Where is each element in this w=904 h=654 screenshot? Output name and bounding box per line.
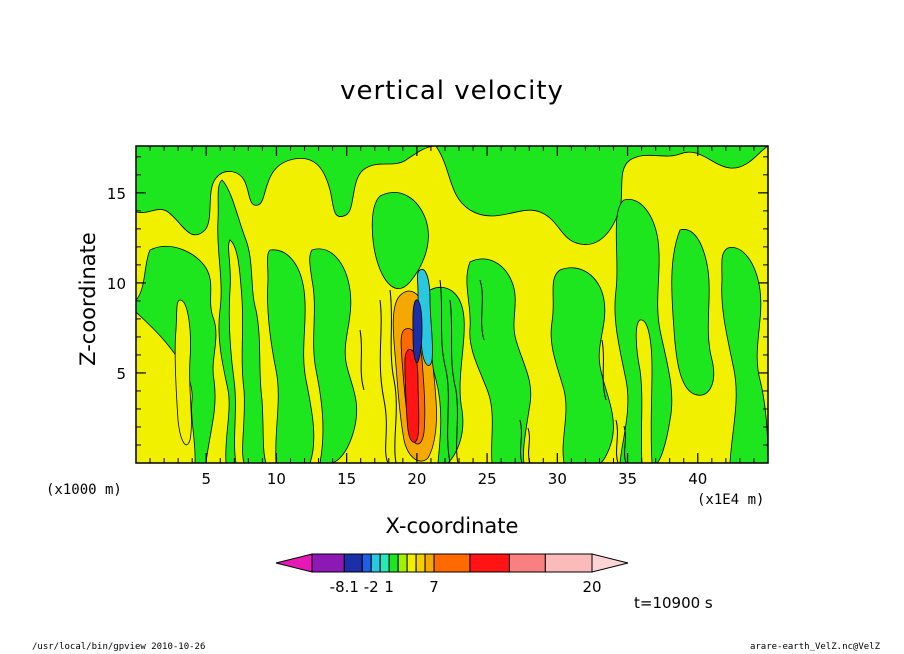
colorbar-label: 20 bbox=[582, 578, 601, 596]
green-region bbox=[136, 146, 437, 236]
colorbar-swatch bbox=[388, 553, 399, 573]
x-tick-label: 5 bbox=[201, 470, 211, 488]
y-tick-label: 5 bbox=[116, 365, 126, 383]
axes: 5 10 15 20 25 30 35 40 5 10 15 bbox=[107, 145, 769, 488]
x-tick-label: 40 bbox=[688, 470, 707, 488]
green-region bbox=[466, 258, 532, 463]
colorbar-swatch bbox=[397, 553, 408, 573]
colorbar-swatch bbox=[433, 553, 471, 573]
x-unit-secondary: (x1E4 m) bbox=[697, 492, 765, 508]
colorbar-label: -2 bbox=[364, 578, 379, 596]
contour-line bbox=[601, 339, 607, 401]
footer-source: /usr/local/bin/gpview 2010-10-26 bbox=[32, 642, 206, 652]
contour-line bbox=[479, 279, 485, 341]
y-axis-label: Z-coordinate bbox=[76, 232, 100, 366]
x-tick-label: 30 bbox=[548, 470, 567, 488]
contour-line bbox=[623, 425, 627, 463]
contour-line bbox=[389, 289, 397, 463]
green-region bbox=[671, 229, 715, 396]
contour-line bbox=[439, 279, 451, 463]
x-tick-label: 15 bbox=[337, 470, 356, 488]
yellow-region bbox=[174, 299, 192, 446]
colorbar-swatch bbox=[361, 553, 372, 573]
colorbar-swatch bbox=[343, 553, 363, 573]
green-region bbox=[550, 267, 614, 463]
x-tick-label: 20 bbox=[407, 470, 426, 488]
contour-regions bbox=[136, 146, 768, 463]
contour-line bbox=[359, 329, 365, 391]
x-axis-label: X-coordinate bbox=[385, 514, 519, 538]
plot-frame bbox=[135, 145, 769, 464]
chart-title: vertical velocity bbox=[340, 76, 564, 106]
colorbar-label: -8.1 bbox=[330, 578, 359, 596]
green-region bbox=[309, 248, 358, 463]
colorbar-label: 1 bbox=[384, 578, 394, 596]
yellow-region bbox=[228, 239, 245, 463]
colorbar-swatch bbox=[311, 553, 345, 573]
green-region bbox=[721, 247, 768, 463]
colorbar-swatch bbox=[424, 553, 435, 573]
colorbar-swatch bbox=[379, 553, 390, 573]
time-annotation: t=10900 s bbox=[634, 594, 713, 612]
colorbar-low-triangle bbox=[275, 553, 313, 573]
colorbar-swatch bbox=[370, 553, 381, 573]
updraft-blue bbox=[412, 299, 423, 364]
footer-variable: arare-earth_VelZ.nc@VelZ bbox=[749, 642, 880, 652]
contour-line bbox=[519, 419, 523, 463]
colorbar-swatch bbox=[469, 553, 510, 573]
colorbar: -8.1 -2 1 7 20 bbox=[275, 553, 629, 596]
colorbar-label: 7 bbox=[429, 578, 439, 596]
contour-line bbox=[449, 299, 459, 463]
colorbar-swatch bbox=[544, 553, 593, 573]
colorbar-high-triangle bbox=[591, 553, 629, 573]
green-region bbox=[267, 249, 315, 463]
y-tick-label: 15 bbox=[107, 185, 126, 203]
x-unit-primary: (x1000 m) bbox=[46, 482, 122, 498]
contour-field bbox=[136, 146, 768, 463]
colorbar-swatch bbox=[415, 553, 426, 573]
x-tick-label: 25 bbox=[478, 470, 497, 488]
y-tick-label: 10 bbox=[107, 275, 126, 293]
colorbar-swatch bbox=[508, 553, 546, 573]
contour-line bbox=[615, 419, 619, 463]
colorbar-swatch bbox=[406, 553, 417, 573]
x-tick-label: 35 bbox=[618, 470, 637, 488]
green-region bbox=[371, 192, 429, 289]
x-tick-label: 10 bbox=[267, 470, 286, 488]
core-red bbox=[404, 348, 420, 443]
yellow-region bbox=[635, 319, 653, 463]
contour-line bbox=[379, 299, 389, 463]
